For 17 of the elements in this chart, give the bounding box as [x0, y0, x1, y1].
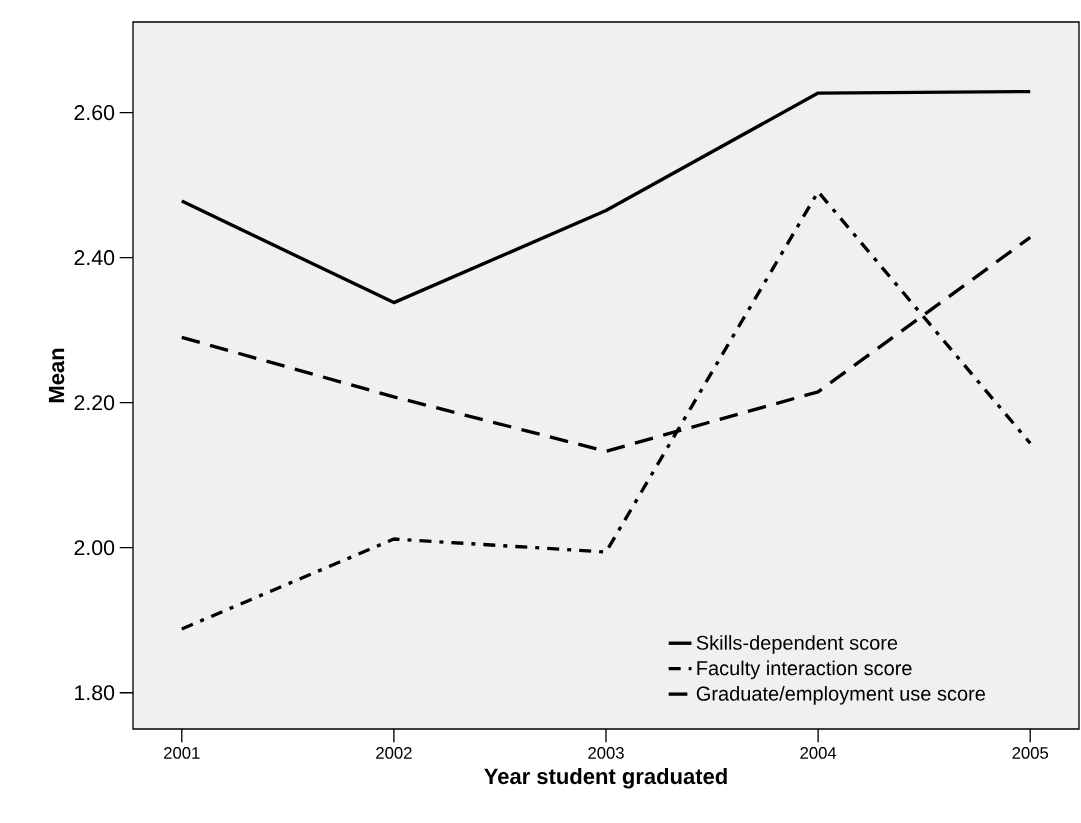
line-series: [180, 190, 1032, 631]
legend-label: Graduate/employment use score: [696, 686, 985, 705]
x-tick-label: 2004: [800, 747, 837, 759]
y-tick-label: 2.40: [74, 250, 115, 266]
x-tick-label: 2003: [588, 747, 624, 759]
y-tick-label: 1.80: [75, 685, 115, 701]
y-tick-label: 2.60: [74, 105, 115, 121]
legend-label: Faculty interaction score: [697, 660, 912, 680]
y-tick-label: 2.20: [74, 395, 115, 411]
line-series: [180, 89, 1032, 305]
x-tick-label: 2002: [376, 747, 412, 759]
x-axis-title: Year student graduated: [484, 767, 727, 789]
y-axis-title: Mean: [48, 348, 65, 403]
x-tick-label: 2005: [1012, 747, 1049, 759]
y-tick-label: 2.00: [74, 540, 115, 556]
x-tick-label: 2001: [164, 747, 200, 759]
legend-label: Skills-dependent score: [696, 635, 898, 654]
